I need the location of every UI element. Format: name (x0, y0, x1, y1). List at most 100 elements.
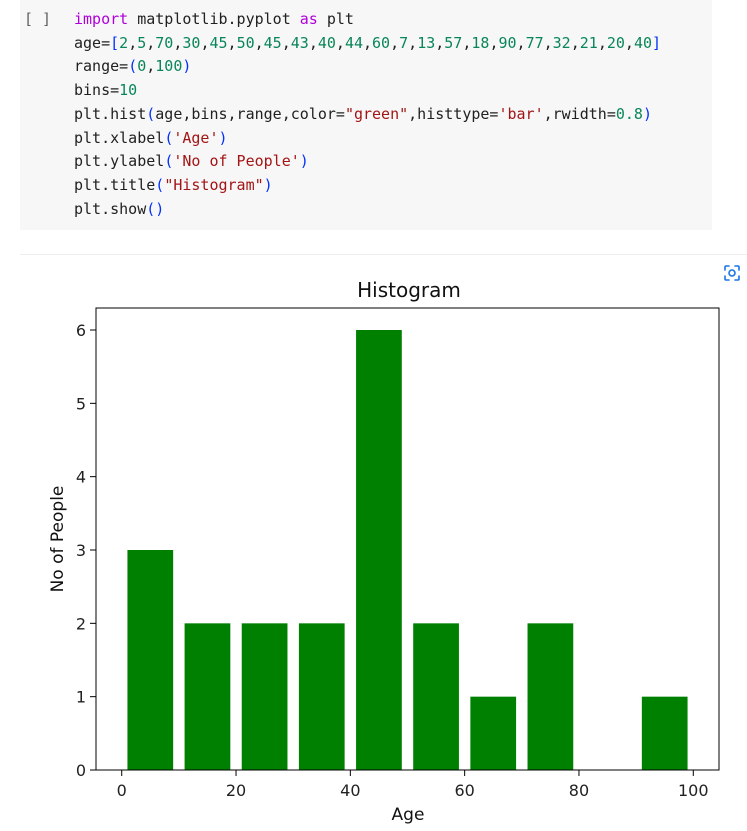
code-token: 0 (137, 57, 147, 76)
code-line: age=[2,5,70,30,45,50,45,43,40,44,60,7,13… (74, 34, 661, 52)
plot-frame (95, 307, 720, 771)
code-token: [ (110, 33, 120, 52)
code-token: , (227, 33, 237, 52)
code-token: ( (164, 128, 174, 147)
code-token: 70 (155, 33, 174, 52)
code-token: , (146, 33, 156, 52)
x-tick-label: 60 (454, 781, 474, 800)
code-token: 'Age' (173, 128, 219, 147)
code-token: bins= (74, 81, 120, 100)
code-token: 60 (372, 33, 391, 52)
code-token: ] (652, 33, 662, 52)
x-tick-label: 0 (117, 781, 127, 800)
code-token: , (308, 33, 318, 52)
bars-group (127, 330, 688, 770)
code-token: 45 (263, 33, 282, 52)
code-token: 10 (119, 81, 138, 100)
code-line: bins=10 (74, 81, 137, 99)
code-token: ) (299, 152, 309, 171)
code-token: plt.ylabel (74, 152, 165, 171)
code-token: ,rwidth= (543, 104, 616, 123)
code-token: 2 (119, 33, 129, 52)
code-line: plt.show() (74, 200, 164, 218)
code-token: , (624, 33, 634, 52)
x-tick-label: 20 (226, 781, 246, 800)
code-token: , (363, 33, 373, 52)
code-token: 100 (155, 57, 183, 76)
code-token: plt.show (74, 199, 147, 218)
code-token: ) (263, 175, 273, 194)
code-token: plt.hist (74, 104, 147, 123)
code-token: range= (74, 57, 129, 76)
code-token: 50 (236, 33, 255, 52)
y-tick-label: 1 (76, 688, 86, 707)
code-token: ) (182, 57, 192, 76)
chart-title: Histogram (357, 278, 461, 302)
code-token: 57 (444, 33, 463, 52)
code-token: 43 (290, 33, 309, 52)
code-token: 7 (399, 33, 409, 52)
code-token: "Histogram" (164, 175, 264, 194)
histogram-bar (413, 623, 459, 770)
code-token: plt (317, 10, 354, 28)
image-focus-icon[interactable] (722, 263, 742, 283)
code-token: 'No of People' (173, 152, 300, 171)
code-token: ) (642, 104, 652, 123)
y-tick-label: 2 (76, 614, 86, 633)
output-area (20, 254, 747, 831)
code-line: plt.title("Histogram") (74, 176, 273, 194)
code-editor[interactable]: import matplotlib.pyplot as plt age=[2,5… (74, 8, 661, 221)
code-token: 77 (525, 33, 544, 52)
code-token: ( (164, 152, 174, 171)
code-token: () (146, 199, 165, 218)
code-line: import matplotlib.pyplot as plt (74, 10, 354, 28)
code-token: , (597, 33, 607, 52)
y-tick-label: 4 (76, 468, 86, 487)
histogram-bar (356, 330, 402, 770)
x-axis: 0 20 40 60 80 100 (117, 770, 709, 800)
code-line: range=(0,100) (74, 57, 191, 75)
code-token: 40 (633, 33, 652, 52)
code-token: "green" (344, 104, 409, 123)
code-token: 90 (498, 33, 517, 52)
x-tick-label: 80 (569, 781, 589, 800)
code-token: 20 (606, 33, 625, 52)
code-token: matplotlib.pyplot (128, 10, 300, 28)
code-token: , (489, 33, 499, 52)
code-token: ( (128, 57, 138, 76)
code-token: 5 (137, 33, 147, 52)
code-token: age= (74, 33, 111, 52)
y-tick-label: 0 (76, 761, 86, 780)
code-token: , (146, 57, 156, 76)
y-tick-label: 5 (76, 394, 86, 413)
code-token: , (462, 33, 472, 52)
histogram-bar (241, 623, 288, 770)
code-token: plt.xlabel (74, 128, 165, 147)
code-token: as (299, 10, 318, 28)
x-axis-label: Age (392, 805, 425, 825)
code-token: ( (155, 175, 165, 194)
code-token: , (173, 33, 183, 52)
code-token: 0.8 (615, 104, 643, 123)
code-line: plt.hist(age,bins,range,color="green",hi… (74, 105, 652, 123)
code-token: ( (146, 104, 156, 123)
code-token: , (254, 33, 264, 52)
histogram-bar (527, 623, 574, 770)
code-token: plt.title (74, 175, 156, 194)
code-token: 18 (471, 33, 490, 52)
histogram-bar (184, 623, 231, 770)
code-token: 21 (579, 33, 598, 52)
run-cell-button[interactable]: [ ] (24, 10, 52, 28)
y-tick-label: 6 (76, 321, 86, 340)
y-tick-label: 3 (76, 541, 86, 560)
code-line: plt.ylabel('No of People') (74, 152, 309, 170)
code-token: 13 (417, 33, 436, 52)
y-axis: 0 1 2 3 4 5 6 (76, 321, 96, 780)
code-token: , (200, 33, 210, 52)
code-cell[interactable] (20, 0, 712, 230)
code-token: 44 (344, 33, 363, 52)
code-token: import (74, 10, 129, 28)
code-token: ,histtype= (408, 104, 499, 123)
code-token: age,bins,range,color= (155, 104, 345, 123)
